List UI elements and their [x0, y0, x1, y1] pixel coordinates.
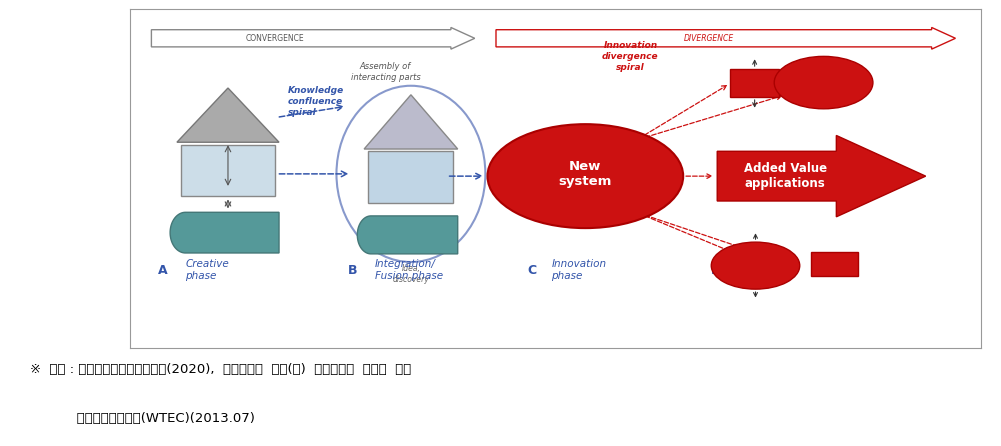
Text: ※  출처 : 한국과학기술기획평가원(2020),  지속가능한  출연(연)  융합생태계  조성의  조건: ※ 출처 : 한국과학기술기획평가원(2020), 지속가능한 출연(연) 융합…	[30, 363, 411, 376]
Text: Knowledge
confluence
spiral: Knowledge confluence spiral	[287, 86, 343, 117]
FancyBboxPatch shape	[811, 252, 858, 277]
Polygon shape	[357, 216, 457, 254]
Text: Integration/
Fusion phase: Integration/ Fusion phase	[375, 259, 443, 281]
FancyArrow shape	[495, 28, 955, 49]
Polygon shape	[718, 136, 926, 217]
Circle shape	[487, 124, 683, 228]
Polygon shape	[177, 88, 279, 142]
Text: Innovation
divergence
spiral: Innovation divergence spiral	[603, 41, 659, 72]
Polygon shape	[364, 95, 457, 149]
FancyArrow shape	[151, 28, 474, 49]
FancyBboxPatch shape	[181, 145, 274, 197]
Text: Idea,
discovery: Idea, discovery	[392, 264, 429, 284]
Text: Creative
phase: Creative phase	[185, 259, 229, 281]
Circle shape	[774, 56, 873, 109]
Text: Added Value
applications: Added Value applications	[744, 162, 827, 190]
Text: Innovation
phase: Innovation phase	[552, 259, 607, 281]
Text: C: C	[528, 264, 537, 277]
Text: B: B	[348, 264, 357, 277]
Text: CONVERGENCE: CONVERGENCE	[245, 34, 304, 43]
Circle shape	[712, 242, 800, 289]
Text: 세계기술평가센터(WTEC)(2013.07): 세계기술평가센터(WTEC)(2013.07)	[30, 412, 255, 425]
Polygon shape	[170, 212, 279, 253]
Text: Assembly of
interacting parts: Assembly of interacting parts	[350, 62, 420, 82]
Text: A: A	[157, 264, 167, 277]
Text: New
system: New system	[559, 160, 612, 188]
Text: DIVERGENCE: DIVERGENCE	[684, 34, 734, 43]
Text: D: D	[711, 264, 721, 277]
FancyBboxPatch shape	[368, 151, 453, 203]
Text: Outcome
phase: Outcome phase	[735, 259, 782, 281]
FancyBboxPatch shape	[730, 69, 780, 97]
